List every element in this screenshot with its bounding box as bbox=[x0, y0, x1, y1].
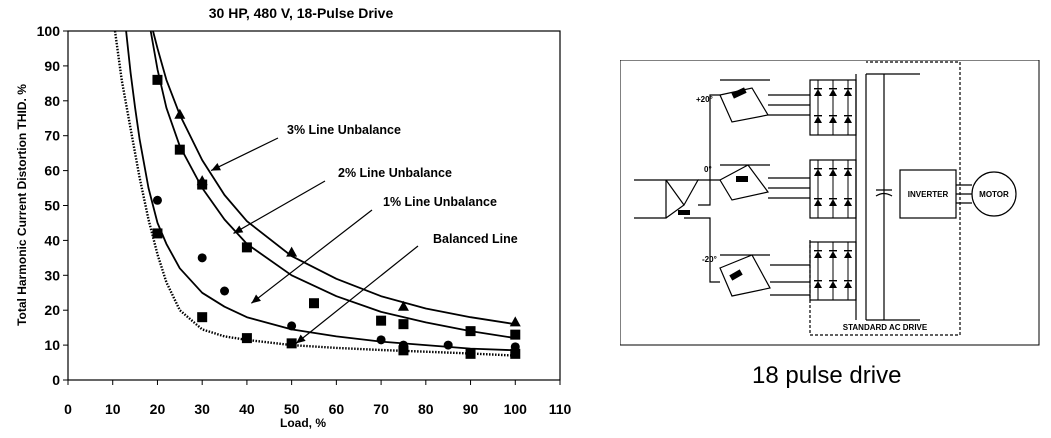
motor-leads bbox=[956, 184, 972, 204]
chart-title: 30 HP, 480 V, 18-Pulse Drive bbox=[209, 5, 394, 21]
data-point-square bbox=[152, 228, 163, 239]
transformer-plus20 bbox=[719, 79, 810, 123]
data-point-circle bbox=[443, 340, 453, 350]
label-motor: MOTOR bbox=[979, 190, 1009, 199]
label-minus20: -20° bbox=[702, 255, 717, 264]
y-tick-label: 70 bbox=[44, 128, 60, 144]
source-transformer-winding bbox=[678, 210, 690, 215]
annotation-arrowhead bbox=[296, 334, 306, 344]
data-point-square bbox=[197, 179, 208, 190]
diagram-caption: 18 pulse drive bbox=[752, 362, 902, 389]
18-pulse-drive-schematic: +20° 0° -20° INVERTER MOTOR STANDARD AC … bbox=[620, 60, 1040, 346]
x-tick-label: 110 bbox=[549, 401, 572, 417]
data-point-square bbox=[510, 348, 521, 359]
data-point-square bbox=[197, 312, 208, 323]
x-tick-label: 60 bbox=[329, 401, 345, 417]
data-point-circle bbox=[197, 253, 207, 263]
x-tick-label: 30 bbox=[194, 401, 210, 417]
data-point-circle bbox=[287, 321, 297, 331]
annotation-arrowhead bbox=[211, 163, 221, 171]
data-point-square bbox=[152, 74, 163, 85]
annotation-label: Balanced Line bbox=[433, 232, 518, 246]
data-point-square bbox=[286, 338, 297, 349]
data-point-square bbox=[309, 298, 319, 309]
x-axis-label: Load, % bbox=[280, 416, 326, 430]
data-point-square bbox=[398, 319, 409, 330]
annotation-arrow bbox=[210, 137, 279, 172]
y-tick-label: 60 bbox=[44, 163, 60, 179]
transformer-zero-winding bbox=[736, 176, 748, 182]
y-tick-label: 90 bbox=[44, 58, 60, 74]
motor-symbol bbox=[971, 171, 1017, 217]
data-point-square bbox=[241, 333, 252, 344]
annotation-arrow bbox=[295, 245, 419, 344]
y-tick-label: 30 bbox=[44, 267, 60, 283]
label-zero: 0° bbox=[704, 165, 712, 174]
x-tick-label: 50 bbox=[284, 401, 300, 417]
data-point-square bbox=[241, 242, 252, 253]
x-tick-label: 90 bbox=[463, 401, 479, 417]
thid-chart: 30 HP, 480 V, 18-Pulse Drive Load, % Tot… bbox=[15, 5, 572, 430]
source-feed-lines bbox=[684, 94, 720, 283]
curve-balanced-line bbox=[113, 30, 516, 357]
transformer-minus20 bbox=[719, 254, 810, 297]
dc-link-buses bbox=[855, 73, 920, 321]
x-tick-label: 0 bbox=[64, 401, 72, 417]
data-point-square bbox=[174, 144, 185, 155]
data-point-square bbox=[510, 329, 521, 340]
data-point-triangle bbox=[397, 300, 409, 311]
annotation-label: 3% Line Unbalance bbox=[287, 123, 401, 137]
annotation-label: 1% Line Unbalance bbox=[383, 195, 497, 209]
data-point-triangle bbox=[174, 108, 186, 119]
data-point-square bbox=[465, 326, 476, 337]
standard-ac-drive-border bbox=[809, 61, 961, 336]
annotation-arrowhead bbox=[251, 294, 261, 304]
data-point-triangle bbox=[509, 316, 521, 327]
y-axis-label: Total Harmonic Current Distortion THID. … bbox=[15, 84, 29, 326]
y-tick-label: 40 bbox=[44, 232, 60, 248]
curve-3pct-unbalance bbox=[152, 30, 516, 326]
curve-1pct-unbalance bbox=[125, 30, 516, 352]
y-tick-label: 80 bbox=[44, 93, 60, 109]
source-transformer bbox=[634, 179, 700, 219]
dc-capacitor bbox=[875, 189, 893, 197]
x-tick-label: 40 bbox=[239, 401, 255, 417]
data-point-circle bbox=[152, 195, 162, 205]
x-tick-label: 10 bbox=[105, 401, 121, 417]
y-tick-label: 100 bbox=[37, 23, 61, 39]
annotation-arrow bbox=[233, 180, 326, 234]
label-inverter: INVERTER bbox=[908, 190, 949, 199]
data-point-triangle bbox=[286, 246, 298, 257]
annotation-label: 2% Line Unbalance bbox=[338, 166, 452, 180]
y-tick-label: 20 bbox=[44, 302, 60, 318]
y-tick-label: 0 bbox=[52, 372, 60, 388]
label-standard-ac-drive: STANDARD AC DRIVE bbox=[843, 323, 928, 332]
x-tick-label: 70 bbox=[373, 401, 389, 417]
label-plus20: +20° bbox=[696, 95, 713, 104]
transformer-plus20-winding bbox=[731, 87, 747, 99]
y-tick-label: 10 bbox=[44, 337, 60, 353]
x-tick-label: 100 bbox=[504, 401, 528, 417]
transformer-minus20-winding bbox=[729, 269, 743, 281]
x-tick-label: 20 bbox=[150, 401, 166, 417]
annotation-arrowhead bbox=[233, 225, 244, 234]
x-tick-label: 80 bbox=[418, 401, 434, 417]
transformer-zero bbox=[719, 164, 810, 201]
data-point-circle bbox=[376, 335, 386, 345]
y-tick-label: 50 bbox=[44, 198, 60, 214]
data-point-square bbox=[398, 345, 409, 356]
data-point-circle bbox=[220, 286, 230, 296]
data-point-square bbox=[376, 315, 387, 326]
annotation-arrow bbox=[251, 209, 373, 304]
data-point-square bbox=[465, 348, 476, 359]
